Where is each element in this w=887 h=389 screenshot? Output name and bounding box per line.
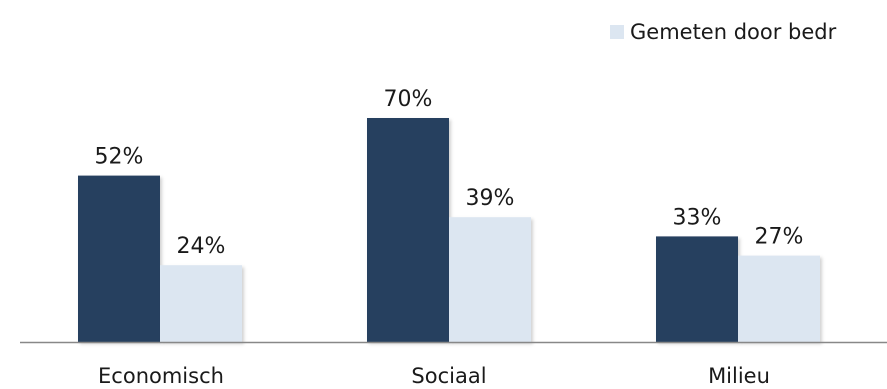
bar-milieu-series-1 bbox=[656, 236, 738, 342]
data-label-economisch-series-2: 24% bbox=[177, 234, 226, 259]
legend-label-series-2: Gemeten door bedr bbox=[630, 20, 837, 44]
bar-economisch-series-2 bbox=[160, 265, 242, 342]
bar-sociaal-series-1 bbox=[367, 118, 449, 342]
category-labels-group: Economisch Sociaal Milieu bbox=[98, 364, 770, 388]
bars-group bbox=[78, 118, 820, 342]
legend: Gemeten door bedr bbox=[610, 20, 837, 44]
value-labels-group: 52% 24% 70% 39% 33% 27% bbox=[95, 87, 804, 259]
category-label-economisch: Economisch bbox=[98, 364, 224, 388]
data-label-sociaal-series-1: 70% bbox=[384, 87, 433, 112]
data-label-economisch-series-1: 52% bbox=[95, 145, 144, 170]
category-label-milieu: Milieu bbox=[708, 364, 770, 388]
data-label-sociaal-series-2: 39% bbox=[466, 186, 515, 211]
bar-milieu-series-2 bbox=[738, 255, 820, 342]
category-label-sociaal: Sociaal bbox=[411, 364, 486, 388]
data-label-milieu-series-2: 27% bbox=[755, 225, 804, 250]
data-label-milieu-series-1: 33% bbox=[673, 205, 722, 230]
bar-sociaal-series-2 bbox=[449, 217, 531, 342]
bar-economisch-series-1 bbox=[78, 175, 160, 342]
legend-swatch-series-2 bbox=[610, 25, 624, 39]
